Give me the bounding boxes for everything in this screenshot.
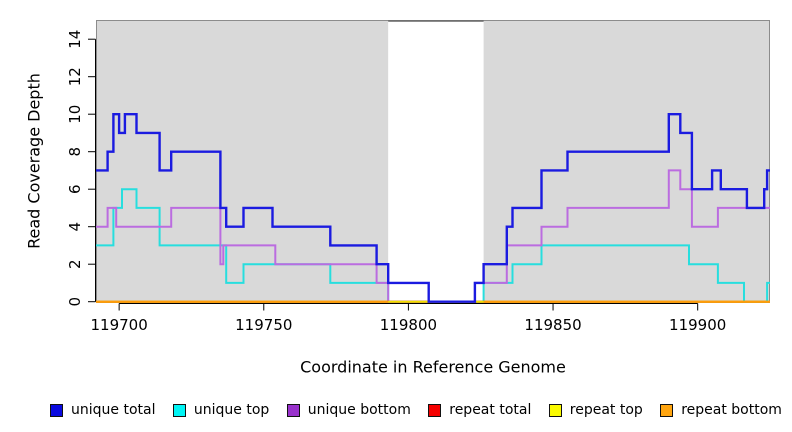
y-tick-label: 12: [66, 67, 84, 86]
legend-label: repeat total: [449, 402, 532, 418]
legend-swatch: [286, 403, 300, 417]
legend-item: repeat bottom: [660, 403, 782, 417]
y-tick-label: 10: [66, 105, 84, 124]
y-tick-label: 2: [66, 259, 84, 269]
shaded-region-covered-right: [483, 20, 770, 303]
y-tick-label: 6: [66, 184, 84, 194]
x-tick-label: 119850: [524, 316, 581, 334]
legend: unique total unique top unique bottom re…: [50, 401, 782, 419]
x-tick-label: 119900: [669, 316, 726, 334]
legend-label: unique top: [193, 402, 270, 418]
legend-swatch: [428, 403, 442, 417]
series-unique-total-line: [96, 113, 770, 303]
x-tick-label: 119750: [235, 316, 292, 334]
legend-swatch: [548, 403, 562, 417]
legend-label: repeat top: [569, 402, 643, 418]
x-axis-title: Coordinate in Reference Genome: [300, 357, 566, 377]
legend-swatch: [660, 403, 674, 417]
y-tick-label: 8: [66, 147, 84, 157]
legend-swatch: [172, 403, 186, 417]
legend-label: repeat bottom: [681, 402, 782, 418]
legend-item: unique top: [172, 402, 270, 418]
legend-label: unique bottom: [307, 402, 411, 418]
x-tick-label: 119800: [380, 316, 437, 334]
shaded-region-covered-left: [96, 20, 389, 303]
legend-item: unique total: [50, 403, 155, 417]
y-axis-title: Read Coverage Depth: [24, 73, 44, 249]
x-tick-label: 119700: [91, 316, 148, 334]
legend-item: repeat total: [428, 403, 531, 417]
legend-item: repeat top: [548, 402, 643, 418]
y-tick-label: 4: [66, 222, 84, 232]
legend-item: unique bottom: [286, 402, 411, 418]
y-tick-label: 0: [66, 297, 84, 307]
legend-label: unique total: [71, 402, 156, 418]
y-tick-label: 14: [66, 30, 84, 49]
legend-swatch: [50, 403, 63, 417]
